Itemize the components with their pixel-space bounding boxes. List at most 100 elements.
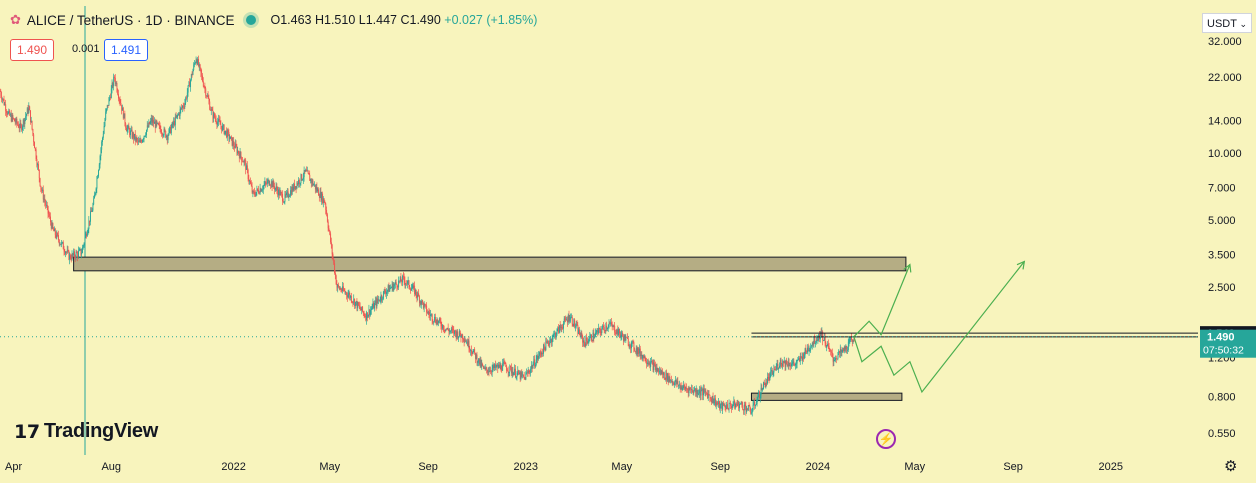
candle-body xyxy=(482,363,484,366)
candle-body xyxy=(367,314,369,318)
candle-body xyxy=(144,135,146,137)
candle-body xyxy=(364,315,366,317)
candle-body xyxy=(238,150,240,154)
symbol-title[interactable]: ALICE / TetherUS · 1D · BINANCE xyxy=(26,12,235,28)
candle-body xyxy=(687,389,689,394)
candle-body xyxy=(788,362,790,367)
currency-select[interactable]: USDT ⌄ xyxy=(1202,13,1252,33)
candle-body xyxy=(83,243,85,246)
candle-body xyxy=(627,338,629,346)
candle-body xyxy=(269,184,271,186)
candle-body xyxy=(625,336,627,341)
candle-body xyxy=(464,340,466,342)
y-tick-label: 22.000 xyxy=(1208,72,1242,84)
candle-body xyxy=(2,98,3,100)
candle-body xyxy=(763,382,765,390)
tradingview-logo[interactable]: 17 TradingView xyxy=(14,420,158,443)
candle-body xyxy=(775,369,777,371)
candle-body xyxy=(768,376,770,380)
candle-body xyxy=(253,191,255,192)
candle-body xyxy=(445,328,447,331)
candle-body xyxy=(844,346,846,350)
candle-body xyxy=(459,330,461,336)
candle-body xyxy=(65,252,67,254)
candle-body xyxy=(681,386,683,391)
candle-body xyxy=(720,403,722,405)
candle-body xyxy=(587,340,588,344)
candle-body xyxy=(338,284,340,287)
candle-body xyxy=(440,321,442,327)
candle-body xyxy=(631,342,632,349)
candle-body xyxy=(262,185,264,190)
candle-body xyxy=(707,394,709,399)
candle-body xyxy=(142,139,144,140)
candle-body xyxy=(456,331,458,338)
candle-body xyxy=(334,272,336,276)
candle-body xyxy=(55,234,57,238)
candle-body xyxy=(544,347,546,351)
candle-body xyxy=(170,126,172,134)
candle-body xyxy=(374,300,376,304)
candle-body xyxy=(687,389,688,391)
candle-body xyxy=(208,98,210,102)
candle-body xyxy=(382,298,384,300)
candle-body xyxy=(447,328,449,331)
candle-body xyxy=(202,81,204,87)
tv-mark-icon: 17 xyxy=(14,420,40,443)
candle-body xyxy=(591,334,592,341)
candle-body xyxy=(242,161,244,163)
candle-body xyxy=(780,359,782,365)
candle-body xyxy=(758,391,760,397)
candle-body xyxy=(412,285,414,289)
candle-body xyxy=(329,230,331,234)
candle-body xyxy=(702,389,704,396)
candle-body xyxy=(151,118,153,123)
gear-icon[interactable]: ⚙ xyxy=(1224,458,1238,475)
candle-body xyxy=(575,324,577,327)
candle-body xyxy=(43,198,45,200)
candle-body xyxy=(137,139,139,142)
candle-body xyxy=(546,341,548,343)
candle-body xyxy=(513,372,515,376)
candle-body xyxy=(218,118,220,122)
candle-body xyxy=(615,332,616,334)
candle-body xyxy=(641,354,643,359)
candle-body xyxy=(81,252,83,255)
candle-body xyxy=(212,110,214,119)
candle-body xyxy=(395,282,397,285)
candle-body xyxy=(729,402,731,404)
candle-body xyxy=(42,189,44,200)
candle-body xyxy=(196,59,198,65)
candle-body xyxy=(804,348,806,356)
sell-button[interactable]: 1.490 xyxy=(10,39,55,61)
candle-body xyxy=(753,401,755,405)
candle-body xyxy=(427,311,429,313)
buy-button[interactable]: 1.491 xyxy=(104,39,149,61)
candle-body xyxy=(410,288,412,291)
candle-body xyxy=(103,126,105,134)
candle-body xyxy=(571,316,572,318)
candle-body xyxy=(465,340,467,342)
candle-body xyxy=(651,361,652,362)
candle-body xyxy=(771,370,773,372)
candle-body xyxy=(489,370,491,372)
lightning-icon[interactable]: ⚡ xyxy=(876,429,896,449)
candle-body xyxy=(638,348,640,354)
candle-body xyxy=(105,111,107,120)
x-tick-label: 2025 xyxy=(1099,461,1123,473)
candle-body xyxy=(195,59,197,63)
candle-body xyxy=(726,404,728,409)
candle-body xyxy=(250,180,252,184)
candle-body xyxy=(57,233,59,235)
candle-body xyxy=(415,289,417,296)
candle-body xyxy=(28,106,30,113)
axis-layer: 32.000 22.000 14.000 10.000 7.000 5.000 3.500 2… xyxy=(5,36,1256,473)
candle-body xyxy=(811,342,813,346)
candle-body xyxy=(628,345,630,347)
candle-body xyxy=(19,122,21,129)
candle-body xyxy=(170,127,172,134)
candle-body xyxy=(487,371,489,373)
candle-body xyxy=(426,305,428,313)
candle-body xyxy=(134,134,135,140)
